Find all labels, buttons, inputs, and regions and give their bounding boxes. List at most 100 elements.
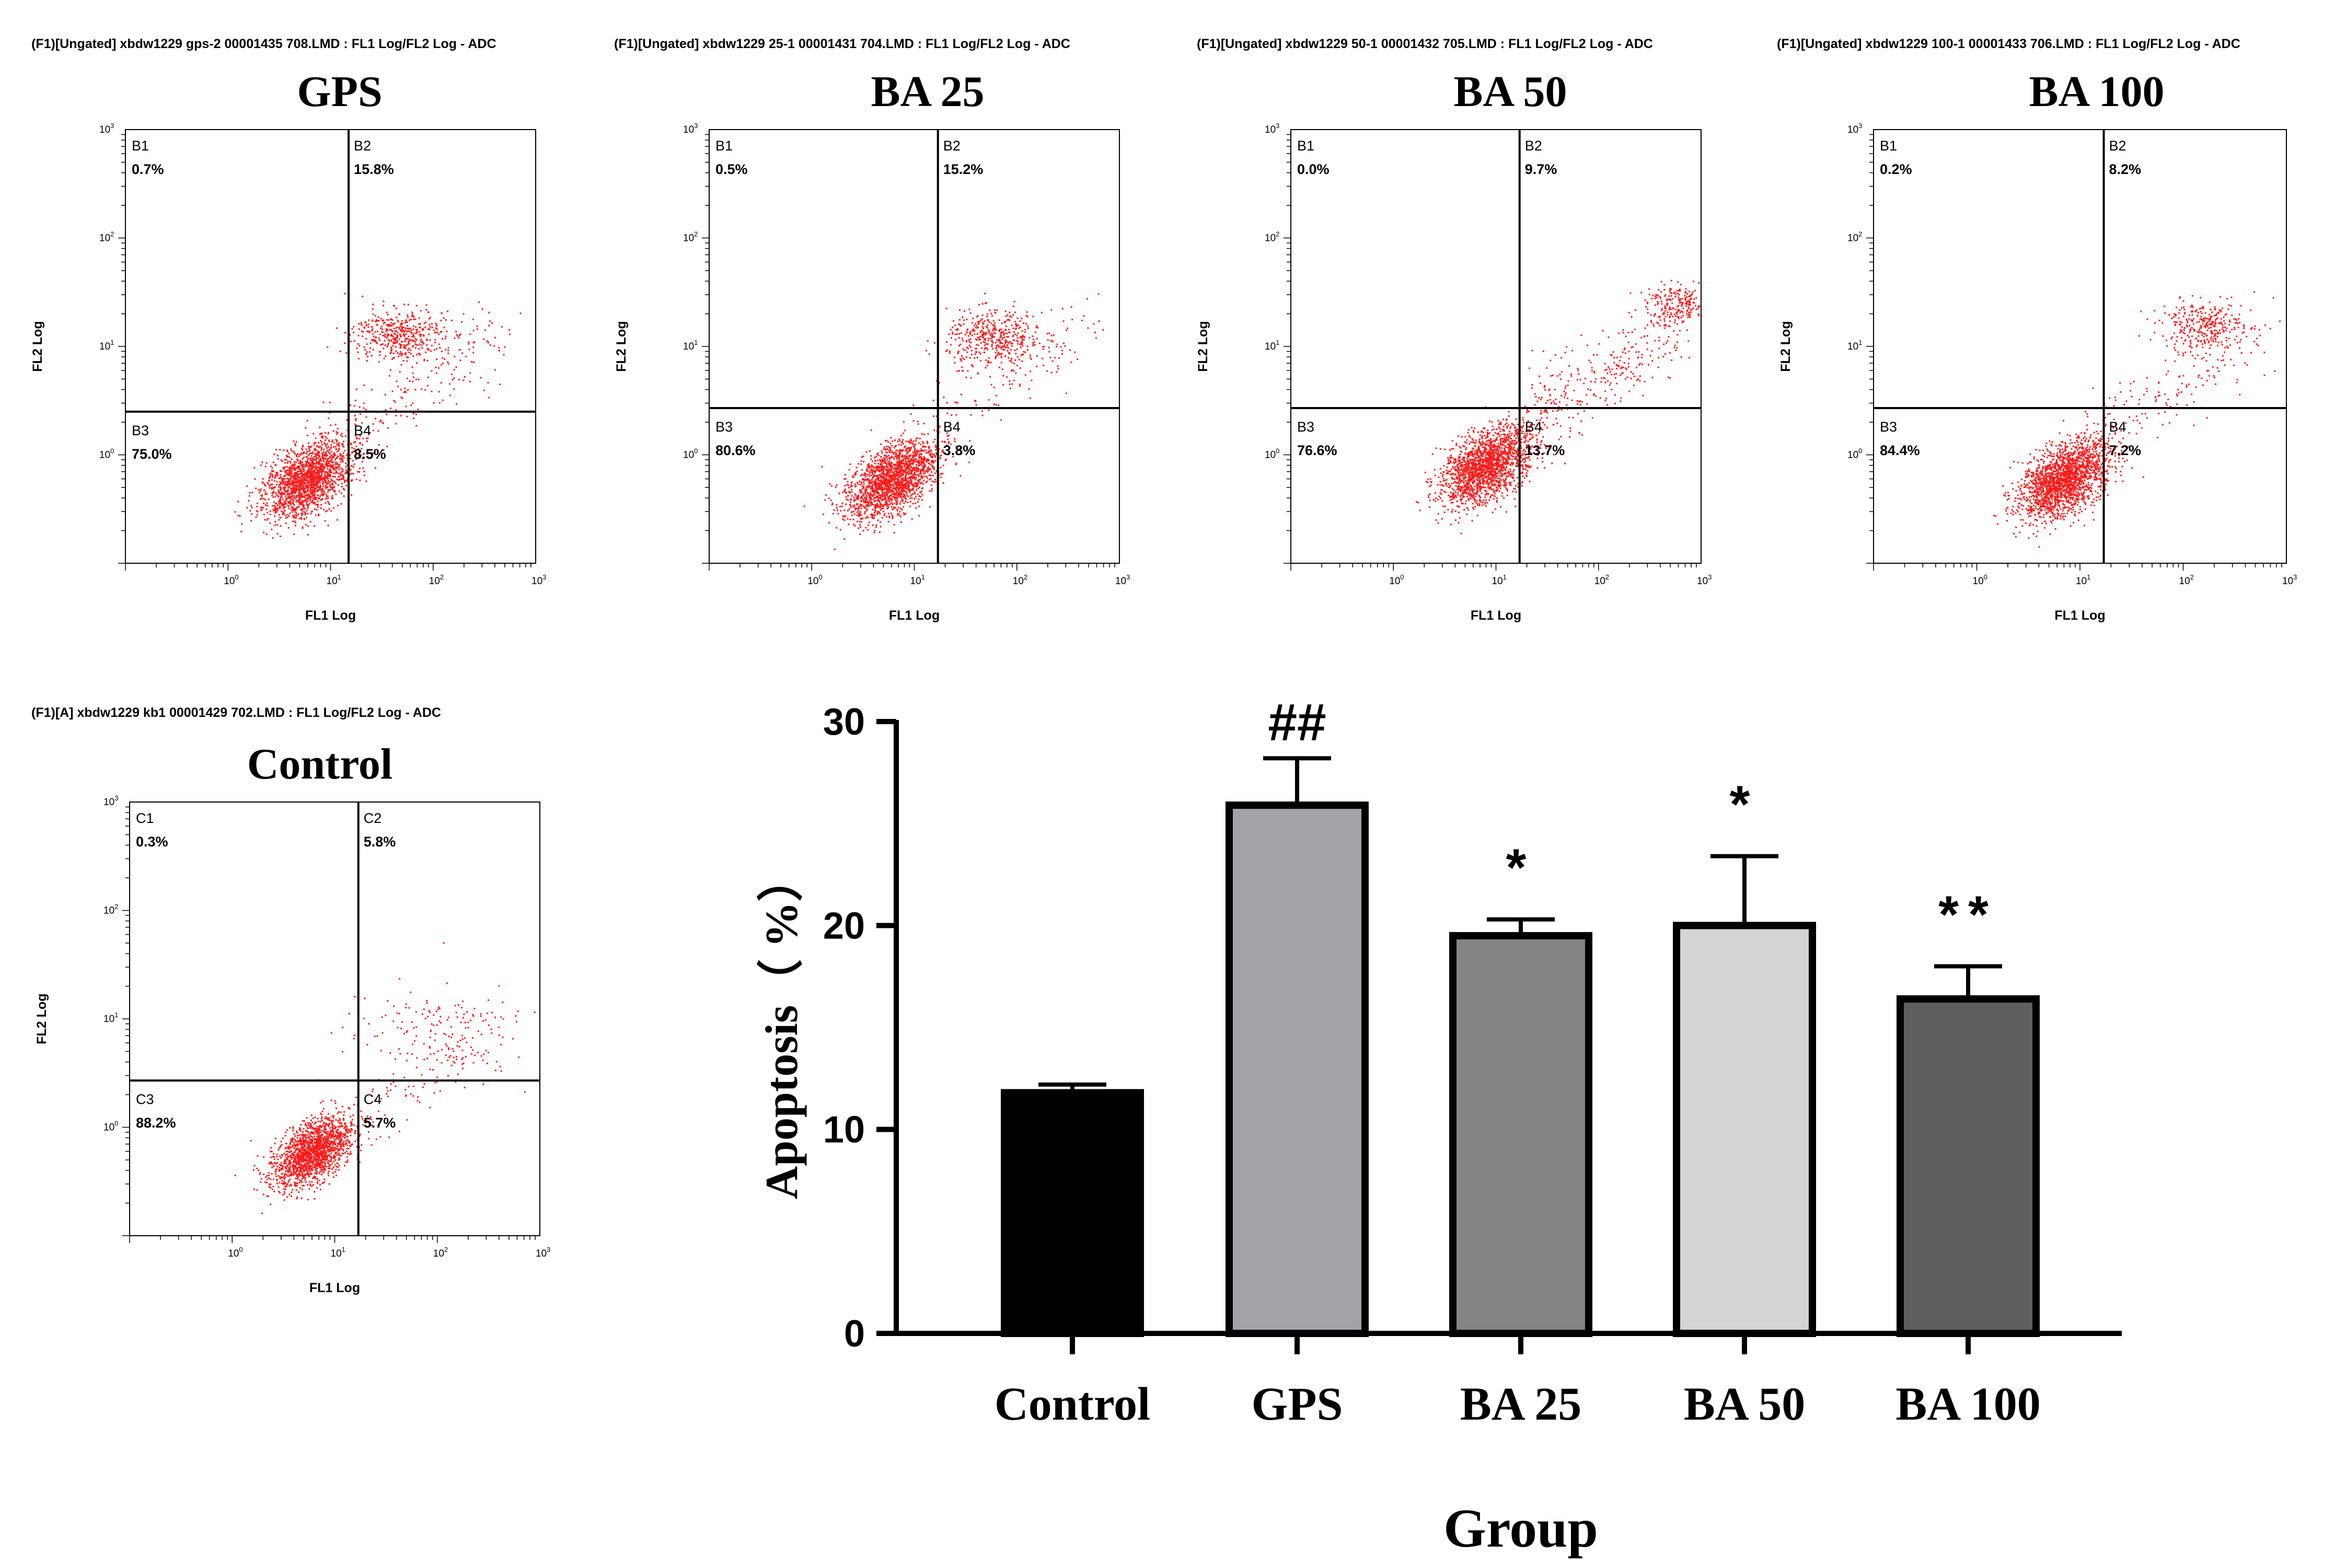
event-dot [911, 442, 913, 444]
event-dot [355, 420, 357, 421]
event-dot [992, 327, 995, 329]
event-dot [1009, 388, 1011, 389]
event-dot [324, 473, 326, 475]
event-dot [383, 334, 385, 336]
event-dot [1027, 327, 1029, 329]
event-dot [281, 503, 283, 505]
event-dot [890, 463, 892, 466]
event-dot [282, 492, 284, 494]
event-dot [1060, 346, 1062, 348]
event-dot [385, 409, 387, 411]
event-dot [319, 495, 321, 497]
event-dot [298, 502, 300, 504]
event-dot [249, 492, 251, 494]
event-dot [333, 480, 335, 482]
event-dot [388, 339, 390, 341]
event-dot [928, 446, 930, 448]
event-dot [339, 350, 341, 352]
event-dot [329, 484, 331, 486]
event-dot [883, 476, 885, 478]
event-dot [995, 394, 997, 397]
event-dot [394, 339, 396, 341]
event-dot [858, 513, 860, 515]
event-dot [307, 474, 309, 477]
event-dot [295, 495, 297, 496]
event-dot [363, 407, 365, 409]
event-dot [428, 318, 430, 320]
event-dot [315, 456, 317, 458]
event-dot [293, 533, 295, 535]
event-dot [305, 464, 307, 467]
event-dot [870, 496, 872, 498]
event-dot [402, 346, 404, 348]
event-dot [866, 468, 868, 470]
event-dot [371, 389, 373, 391]
event-dot [311, 462, 313, 464]
event-dot [903, 433, 904, 434]
event-dot [828, 522, 830, 524]
event-dot [901, 440, 903, 443]
event-dot [311, 452, 313, 455]
event-dot [851, 489, 852, 491]
event-dot [880, 456, 882, 458]
event-dot [322, 463, 324, 466]
event-dot [944, 441, 946, 443]
event-dot [907, 465, 909, 467]
event-dot [875, 504, 877, 506]
event-dot [342, 458, 344, 460]
event-dot [285, 470, 287, 472]
event-dot [1051, 341, 1054, 343]
event-dot [931, 457, 933, 459]
event-dot [261, 509, 263, 511]
event-dot [886, 465, 887, 467]
event-dot [1048, 351, 1050, 353]
event-dot [929, 468, 931, 470]
event-dot [288, 452, 290, 455]
event-dot [326, 447, 328, 449]
event-dot [425, 304, 427, 306]
event-dot [359, 345, 361, 347]
event-dot [995, 404, 997, 406]
event-dot [292, 507, 294, 509]
event-dot [920, 471, 921, 473]
event-dot [874, 530, 876, 532]
event-dot [922, 483, 924, 485]
event-dot [896, 482, 898, 483]
event-dot [317, 455, 319, 457]
event-dot [926, 350, 927, 352]
event-dot [913, 459, 915, 460]
event-dot [898, 455, 900, 457]
event-dot [403, 334, 404, 336]
event-dot [888, 457, 890, 459]
event-dot [985, 303, 986, 304]
event-dot [954, 333, 956, 335]
event-dot [908, 487, 910, 490]
event-dot [359, 479, 361, 481]
event-dot [843, 490, 846, 492]
event-dot [403, 347, 405, 349]
event-dot [307, 496, 309, 498]
event-dot [311, 466, 313, 468]
event-dot [912, 461, 915, 463]
event-dot [386, 330, 388, 332]
event-dot [876, 476, 878, 478]
event-dot [508, 329, 511, 331]
event-dot [905, 482, 907, 484]
event-dot [274, 508, 276, 510]
event-dot [321, 464, 323, 467]
event-dot [314, 484, 316, 486]
event-dot [290, 473, 292, 475]
event-dot [335, 439, 337, 441]
event-dot [844, 489, 846, 491]
event-dot [1009, 311, 1011, 313]
event-dot [365, 353, 367, 355]
event-dot [880, 497, 882, 498]
event-dot [922, 463, 924, 465]
event-dot [883, 473, 885, 474]
event-dot [920, 453, 922, 455]
event-dot [297, 480, 299, 482]
event-dot [888, 462, 891, 464]
event-dot [305, 427, 307, 429]
event-dot [340, 468, 342, 469]
event-dot [501, 326, 503, 328]
